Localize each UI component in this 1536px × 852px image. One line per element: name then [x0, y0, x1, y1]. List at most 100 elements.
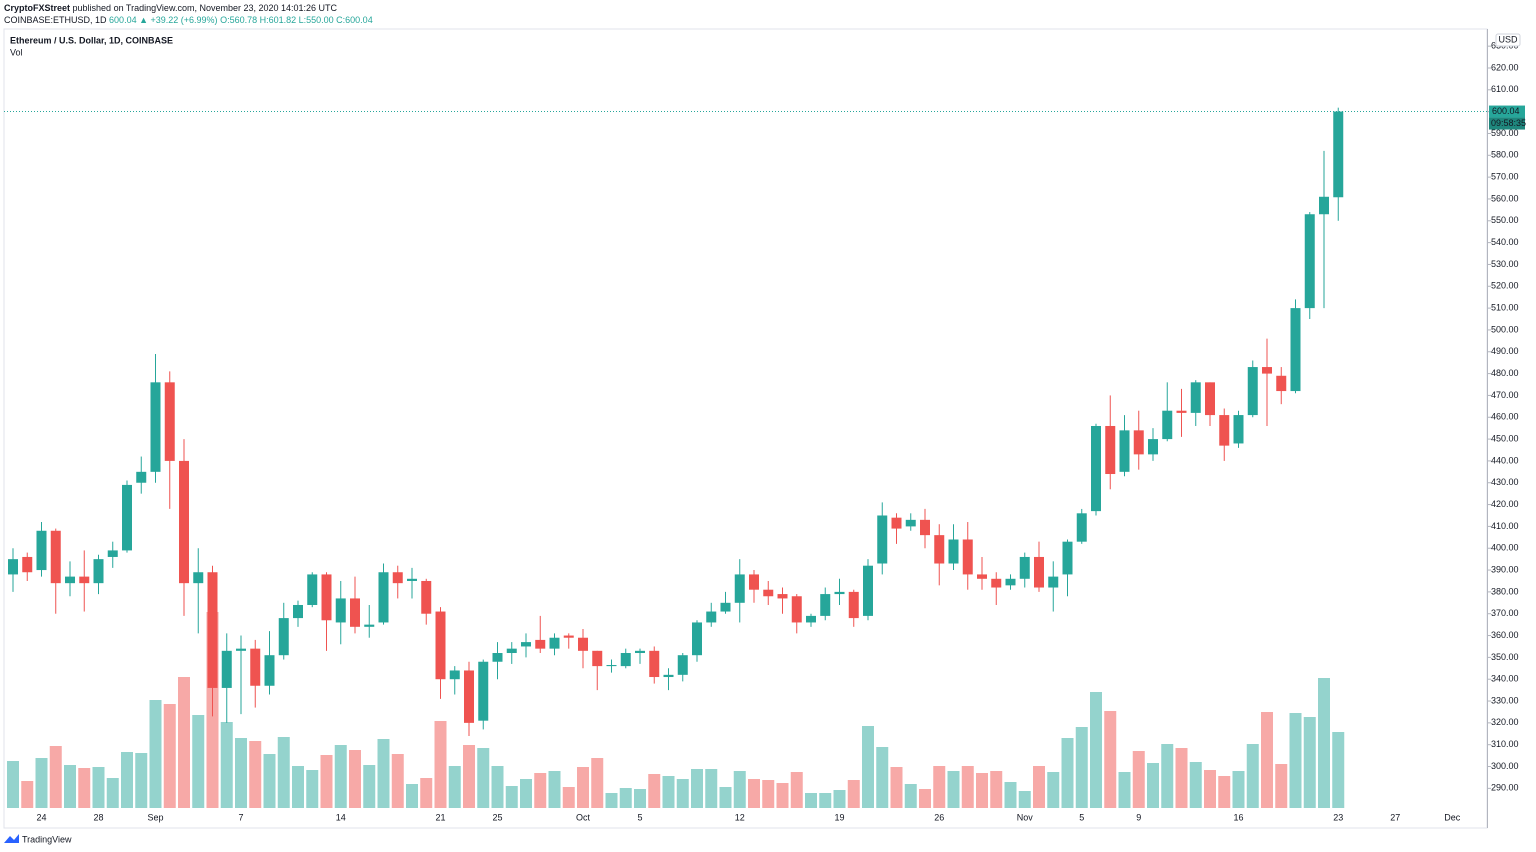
volume-bar — [691, 769, 703, 808]
candle-body — [606, 665, 617, 667]
volume-bar — [1161, 744, 1174, 808]
candle-body — [1176, 410, 1187, 413]
volume-bar — [819, 793, 832, 808]
candle-body — [107, 550, 118, 557]
x-tick-label: 9 — [1136, 812, 1141, 822]
y-tick-label: 330.00 — [1491, 695, 1519, 705]
candle-body — [749, 574, 759, 590]
volume-bar — [634, 789, 646, 808]
volume-bar — [591, 758, 604, 808]
volume-bar — [1047, 772, 1060, 808]
candle-body — [464, 670, 474, 723]
volume-bar — [648, 774, 661, 808]
volume-bar — [719, 787, 732, 808]
x-tick-label: 25 — [492, 812, 502, 822]
candle-body — [806, 615, 816, 623]
candle-body — [364, 624, 375, 627]
candle-body — [1276, 375, 1287, 392]
candle-body — [236, 648, 246, 651]
candle-body — [706, 611, 717, 623]
candle-body — [1304, 214, 1315, 309]
volume-bar — [1090, 692, 1102, 808]
volume-bar — [805, 793, 817, 808]
x-tick-label: 19 — [834, 812, 844, 822]
candle-body — [1091, 425, 1101, 512]
candle-body — [478, 661, 489, 721]
y-tick-label: 560.00 — [1491, 193, 1519, 203]
candle-body — [977, 574, 987, 579]
volume-bar — [762, 780, 775, 808]
candle-body — [1319, 196, 1329, 215]
x-tick-label: 12 — [735, 812, 745, 822]
x-tick-label: 16 — [1233, 812, 1243, 822]
logo-icon — [4, 834, 19, 843]
candle-body — [962, 539, 973, 575]
candle-body — [435, 611, 446, 680]
volume-bar — [976, 773, 988, 808]
candle-body — [649, 650, 660, 678]
volume-bar — [1232, 771, 1245, 808]
volume-bar — [163, 704, 176, 808]
published: published on TradingView.com, November 2… — [72, 3, 338, 13]
volume-bar — [1261, 712, 1273, 808]
candle-body — [1247, 367, 1258, 416]
y-tick-label: 540.00 — [1491, 237, 1519, 247]
x-tick-label: 5 — [637, 812, 642, 822]
volume-bar — [1061, 738, 1074, 808]
volume-bar — [833, 790, 846, 808]
volume-bar — [1004, 782, 1017, 808]
y-tick-label: 420.00 — [1491, 499, 1519, 509]
last-price-box — [1489, 105, 1525, 118]
volume-bar — [605, 793, 618, 808]
volume-bar — [1189, 762, 1202, 808]
candle-body — [8, 559, 18, 575]
candle-body — [293, 604, 303, 619]
candle-body — [193, 572, 204, 584]
candle-body — [221, 650, 232, 688]
volume-bar — [420, 778, 433, 808]
candle-body — [250, 648, 261, 686]
volume-bar — [434, 721, 447, 808]
candle-body — [677, 655, 688, 675]
volume-bar — [1218, 776, 1231, 808]
volume-bar — [562, 787, 575, 808]
volume-bar — [391, 754, 404, 808]
logo-text: TradingView — [22, 834, 72, 844]
chart-title: Ethereum / U.S. Dollar, 1D, COINBASE — [10, 35, 173, 45]
volume-bar — [1332, 732, 1345, 808]
candle-body — [36, 530, 47, 571]
volume-bar — [776, 783, 789, 808]
volume-bar — [406, 784, 418, 808]
candle-body — [1262, 367, 1272, 374]
volume-bar — [1175, 748, 1188, 808]
volume-bar — [520, 779, 532, 808]
candle-body — [905, 519, 916, 527]
volume-bar — [106, 778, 119, 808]
volume-bar — [320, 755, 333, 808]
volume-bar — [577, 767, 589, 808]
candle-body — [392, 572, 403, 584]
y-tick-label: 480.00 — [1491, 368, 1519, 378]
candle-body — [848, 591, 859, 619]
volume-bar — [263, 754, 276, 808]
candle-body — [563, 635, 574, 638]
volume-bar — [463, 745, 475, 808]
volume-bar — [676, 779, 689, 808]
volume-bar — [662, 776, 675, 808]
candle-body — [521, 642, 531, 647]
y-tick-label: 400.00 — [1491, 543, 1519, 553]
volume-bar — [349, 750, 361, 808]
currency-label: USD — [1498, 34, 1518, 44]
volume-bar — [990, 771, 1003, 808]
volume-bar — [491, 766, 504, 808]
volume-bar — [306, 770, 319, 808]
candle-body — [777, 594, 788, 599]
change: ▲ +39.22 (+6.99%) — [139, 15, 218, 25]
candle-body — [407, 578, 417, 581]
volume-bar — [1275, 764, 1288, 808]
candle-body — [1005, 578, 1016, 586]
publish-line: CryptoFXStreet published on TradingView.… — [4, 3, 337, 13]
y-tick-label: 500.00 — [1491, 324, 1519, 334]
candle-body — [635, 650, 645, 654]
